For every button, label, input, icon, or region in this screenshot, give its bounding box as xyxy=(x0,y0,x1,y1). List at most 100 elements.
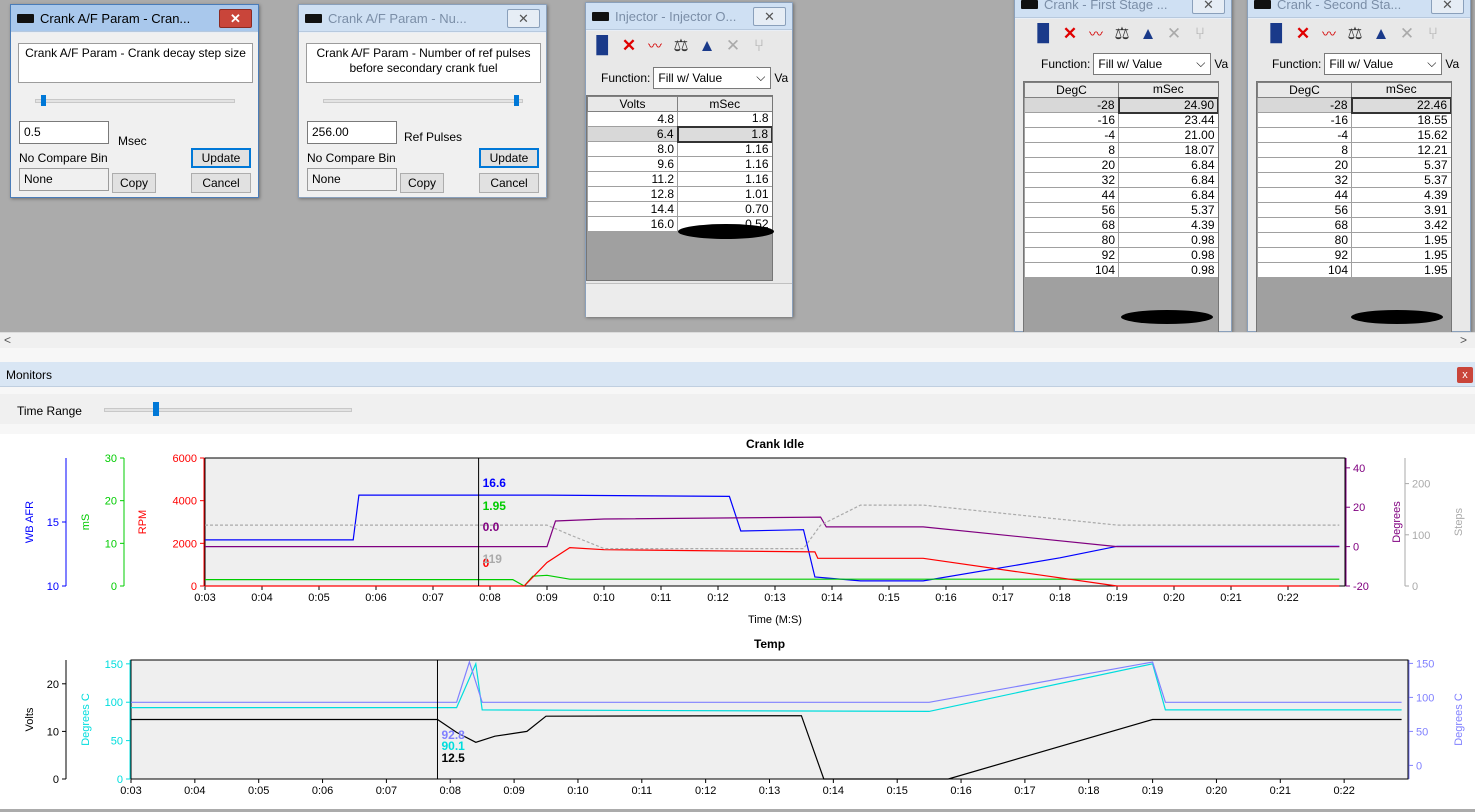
row-value-cell[interactable]: 6.84 xyxy=(1118,187,1218,203)
row-key-cell[interactable]: 8 xyxy=(1257,142,1352,158)
balance-icon[interactable]: ⚖ xyxy=(673,36,689,55)
time-range-slider-thumb[interactable] xyxy=(152,402,159,416)
row-key-cell[interactable]: 6.4 xyxy=(587,126,678,142)
row-key-cell[interactable]: 44 xyxy=(1257,187,1352,203)
cancel-button[interactable]: Cancel xyxy=(479,173,539,193)
balance-icon[interactable]: ⚖ xyxy=(1347,24,1363,43)
workspace-horizontal-scrollbar[interactable]: < > xyxy=(0,332,1475,348)
row-value-cell[interactable]: 15.62 xyxy=(1351,127,1451,143)
chip-tool-icon[interactable]: ▉ xyxy=(1270,24,1284,43)
row-value-cell[interactable]: 0.70 xyxy=(677,201,772,217)
window-titlebar[interactable]: Crank - Second Sta... ✕ xyxy=(1248,0,1470,18)
function-select[interactable]: Fill w/ Value ⌵ xyxy=(1324,53,1443,75)
value-slider-thumb[interactable] xyxy=(514,95,520,106)
row-value-cell[interactable]: 1.8 xyxy=(676,125,772,143)
triangle-icon[interactable]: ▲ xyxy=(1139,24,1157,43)
row-key-cell[interactable]: 16.0 xyxy=(587,216,678,232)
row-key-cell[interactable]: 56 xyxy=(1024,202,1119,218)
copy-button[interactable]: Copy xyxy=(400,173,444,193)
row-value-cell[interactable]: 3.42 xyxy=(1351,217,1451,233)
row-key-cell[interactable]: 8.0 xyxy=(587,141,678,157)
row-value-cell[interactable]: 1.95 xyxy=(1351,247,1451,263)
row-value-cell[interactable]: 0.98 xyxy=(1118,232,1218,248)
balance-icon[interactable]: ⚖ xyxy=(1114,24,1130,43)
row-value-cell[interactable]: 24.90 xyxy=(1117,96,1218,114)
row-key-cell[interactable]: -4 xyxy=(1024,127,1119,143)
row-value-cell[interactable]: 3.91 xyxy=(1351,202,1451,218)
row-value-cell[interactable]: 1.95 xyxy=(1351,262,1451,278)
scroll-right-icon[interactable]: > xyxy=(1459,333,1467,347)
triangle-icon[interactable]: ▲ xyxy=(1372,24,1390,43)
row-value-cell[interactable]: 21.00 xyxy=(1118,127,1218,143)
update-button[interactable]: Update xyxy=(479,148,539,168)
row-key-cell[interactable]: 104 xyxy=(1024,262,1119,278)
row-key-cell[interactable]: 20 xyxy=(1024,157,1119,173)
value-slider-track[interactable] xyxy=(323,99,523,103)
close-button[interactable]: ✕ xyxy=(753,7,786,26)
row-value-cell[interactable]: 1.16 xyxy=(677,171,772,187)
row-value-cell[interactable]: 18.07 xyxy=(1118,142,1218,158)
chip-tool-icon[interactable]: ▉ xyxy=(1037,24,1051,43)
row-value-cell[interactable]: 6.84 xyxy=(1118,172,1218,188)
row-key-cell[interactable]: 44 xyxy=(1024,187,1119,203)
row-key-cell[interactable]: 80 xyxy=(1024,232,1119,248)
value-slider-thumb[interactable] xyxy=(40,95,46,106)
graph-icon[interactable]: 〰 xyxy=(1322,26,1336,42)
chip-tool-icon[interactable]: ▉ xyxy=(596,36,610,55)
row-key-cell[interactable]: 68 xyxy=(1024,217,1119,233)
copy-button[interactable]: Copy xyxy=(112,173,156,193)
value-slider-track[interactable] xyxy=(35,99,235,103)
row-value-cell[interactable]: 5.37 xyxy=(1351,157,1451,173)
monitors-close-button[interactable]: x xyxy=(1457,367,1473,383)
row-value-cell[interactable]: 22.46 xyxy=(1350,96,1451,114)
row-value-cell[interactable]: 1.95 xyxy=(1351,232,1451,248)
graph-icon[interactable]: 〰 xyxy=(1089,26,1103,42)
scroll-left-icon[interactable]: < xyxy=(4,333,12,347)
close-button[interactable]: ✕ xyxy=(1192,0,1225,14)
row-key-cell[interactable]: 92 xyxy=(1257,247,1352,263)
compare-value[interactable]: None xyxy=(19,168,109,191)
row-value-cell[interactable]: 5.37 xyxy=(1118,202,1218,218)
row-value-cell[interactable]: 5.37 xyxy=(1351,172,1451,188)
update-button[interactable]: Update xyxy=(191,148,251,168)
row-key-cell[interactable]: 32 xyxy=(1257,172,1352,188)
row-key-cell[interactable]: 8 xyxy=(1024,142,1119,158)
row-key-cell[interactable]: -28 xyxy=(1257,97,1352,113)
row-value-cell[interactable]: 1.16 xyxy=(677,156,772,172)
row-key-cell[interactable]: 104 xyxy=(1257,262,1352,278)
row-key-cell[interactable]: 32 xyxy=(1024,172,1119,188)
compare-value[interactable]: None xyxy=(307,168,397,191)
row-value-cell[interactable]: 6.84 xyxy=(1118,157,1218,173)
row-key-cell[interactable]: 56 xyxy=(1257,202,1352,218)
time-range-slider-track[interactable] xyxy=(104,408,352,412)
row-key-cell[interactable]: 92 xyxy=(1024,247,1119,263)
row-value-cell[interactable]: 4.39 xyxy=(1118,217,1218,233)
delete-icon[interactable]: ✕ xyxy=(621,36,637,55)
row-value-cell[interactable]: 23.44 xyxy=(1118,112,1218,128)
row-value-cell[interactable]: 1.16 xyxy=(677,141,772,157)
triangle-icon[interactable]: ▲ xyxy=(698,36,716,55)
value-input[interactable]: 256.00 xyxy=(307,121,397,144)
function-select[interactable]: Fill w/ Value ⌵ xyxy=(653,67,772,89)
cancel-button[interactable]: Cancel xyxy=(191,173,251,193)
row-key-cell[interactable]: -28 xyxy=(1024,97,1119,113)
row-value-cell[interactable]: 4.39 xyxy=(1351,187,1451,203)
row-key-cell[interactable]: -16 xyxy=(1024,112,1119,128)
dialog-titlebar[interactable]: Crank A/F Param - Cran... ✕ xyxy=(11,5,258,32)
close-button[interactable]: ✕ xyxy=(1431,0,1464,14)
row-key-cell[interactable]: -16 xyxy=(1257,112,1352,128)
row-key-cell[interactable]: 4.8 xyxy=(587,111,678,127)
row-value-cell[interactable]: 18.55 xyxy=(1351,112,1451,128)
delete-icon[interactable]: ✕ xyxy=(1295,24,1311,43)
function-select[interactable]: Fill w/ Value ⌵ xyxy=(1093,53,1212,75)
row-key-cell[interactable]: 9.6 xyxy=(587,156,678,172)
dialog-titlebar[interactable]: Crank A/F Param - Nu... ✕ xyxy=(299,5,546,32)
row-value-cell[interactable]: 12.21 xyxy=(1351,142,1451,158)
row-key-cell[interactable]: 12.8 xyxy=(587,186,678,202)
row-value-cell[interactable]: 0.98 xyxy=(1118,262,1218,278)
row-key-cell[interactable]: 14.4 xyxy=(587,201,678,217)
delete-icon[interactable]: ✕ xyxy=(1062,24,1078,43)
row-value-cell[interactable]: 1.01 xyxy=(677,186,772,202)
row-key-cell[interactable]: 80 xyxy=(1257,232,1352,248)
row-key-cell[interactable]: -4 xyxy=(1257,127,1352,143)
